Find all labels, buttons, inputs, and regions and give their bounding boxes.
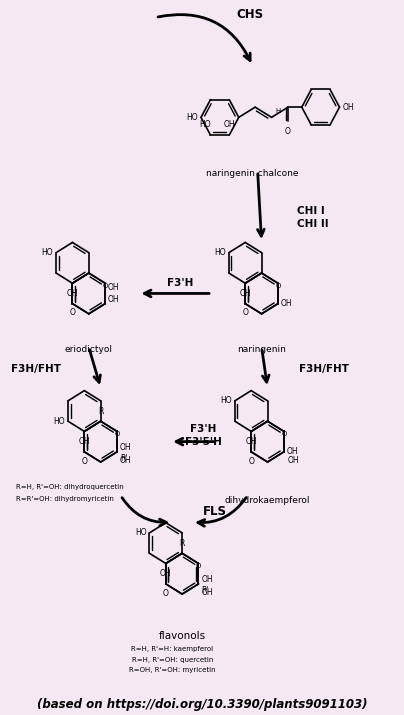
Text: OH: OH — [288, 456, 299, 465]
Text: CHI II: CHI II — [297, 219, 329, 229]
Text: OH: OH — [202, 575, 213, 584]
Text: flavonols: flavonols — [159, 631, 206, 641]
Text: R: R — [98, 407, 103, 416]
Text: R=OH, R'=OH: myricetin: R=OH, R'=OH: myricetin — [129, 667, 215, 674]
Text: OH: OH — [160, 569, 172, 578]
Text: OH: OH — [287, 448, 299, 456]
Text: HO: HO — [214, 248, 226, 257]
Text: OH: OH — [223, 119, 235, 129]
Text: R': R' — [120, 454, 128, 463]
Text: OH: OH — [67, 289, 78, 297]
Text: F3H/FHT: F3H/FHT — [299, 364, 349, 374]
Text: HO: HO — [53, 417, 65, 425]
Text: O: O — [114, 431, 120, 438]
Text: OH: OH — [120, 456, 132, 465]
Text: O: O — [196, 563, 201, 569]
Text: naringenin chalcone: naringenin chalcone — [206, 169, 299, 178]
Text: OH: OH — [120, 443, 132, 452]
Text: OH: OH — [78, 437, 90, 445]
Text: R=H, R'=OH: quercetin: R=H, R'=OH: quercetin — [132, 656, 213, 663]
Text: (based on https://doi.org/10.3390/plants9091103): (based on https://doi.org/10.3390/plants… — [37, 699, 367, 711]
Text: HO: HO — [42, 248, 53, 257]
Text: R=R'=OH: dihydromyricetin: R=R'=OH: dihydromyricetin — [16, 495, 114, 501]
Text: O: O — [285, 127, 291, 136]
Text: FLS: FLS — [203, 505, 227, 518]
Text: O: O — [281, 431, 286, 438]
Text: R=H, R'=OH: dihydroquercetin: R=H, R'=OH: dihydroquercetin — [16, 484, 124, 490]
Text: dihydrokaempferol: dihydrokaempferol — [225, 496, 310, 506]
Text: O: O — [82, 457, 87, 465]
Text: O: O — [69, 308, 76, 317]
Text: R': R' — [202, 586, 209, 595]
Text: OH: OH — [240, 289, 251, 297]
Text: R=H, R'=H: kaempferol: R=H, R'=H: kaempferol — [131, 646, 213, 652]
Text: F3'H: F3'H — [167, 277, 194, 287]
Text: CHS: CHS — [236, 8, 263, 21]
Text: eriodictyol: eriodictyol — [65, 345, 113, 354]
Text: R: R — [179, 539, 185, 548]
Text: HO: HO — [199, 119, 210, 129]
Text: OH: OH — [108, 295, 120, 304]
Text: H: H — [276, 108, 281, 114]
Text: OH: OH — [202, 588, 213, 597]
Text: CHI I: CHI I — [297, 206, 325, 216]
Text: O: O — [103, 283, 108, 289]
Text: OH: OH — [245, 437, 257, 445]
Text: HO: HO — [220, 396, 232, 405]
Text: F3H/FHT: F3H/FHT — [11, 364, 61, 374]
Text: OH: OH — [108, 283, 120, 292]
Text: F3'H: F3'H — [190, 424, 216, 434]
Text: OH: OH — [343, 103, 354, 112]
Text: O: O — [242, 308, 248, 317]
Text: O: O — [248, 457, 254, 465]
Text: OH: OH — [281, 299, 292, 308]
Text: F3'5'H: F3'5'H — [185, 437, 221, 447]
Text: naringenin: naringenin — [237, 345, 286, 354]
Text: O: O — [163, 588, 169, 598]
Text: O: O — [275, 283, 281, 289]
Text: HO: HO — [135, 528, 147, 538]
Text: HO: HO — [186, 113, 198, 122]
